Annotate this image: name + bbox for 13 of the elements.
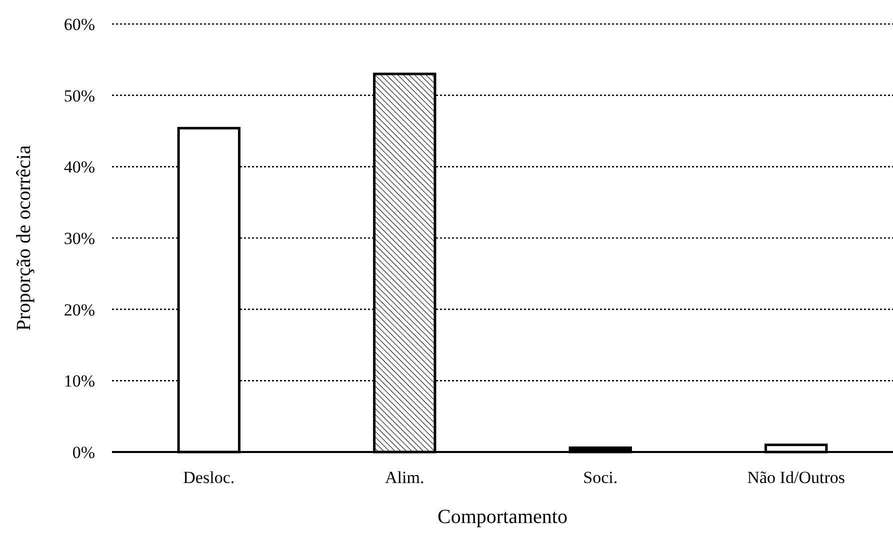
- x-tick-label: Não Id/Outros: [747, 468, 845, 487]
- y-tick-label: 40%: [64, 158, 95, 177]
- y-tick-label: 10%: [64, 372, 95, 391]
- y-tick-label: 50%: [64, 86, 95, 106]
- y-axis-title: Proporção de ocorrêcia: [13, 145, 35, 331]
- x-tick-label: Alim.: [385, 468, 424, 487]
- x-tick-label: Soci.: [583, 468, 618, 487]
- y-tick-label: 20%: [64, 300, 95, 320]
- y-tick-label: 30%: [64, 228, 95, 248]
- x-axis-title: Comportamento: [438, 506, 568, 528]
- y-tick-label: 0%: [72, 442, 95, 462]
- y-tick-label: 60%: [64, 14, 95, 34]
- x-tick-label: Desloc.: [183, 468, 235, 487]
